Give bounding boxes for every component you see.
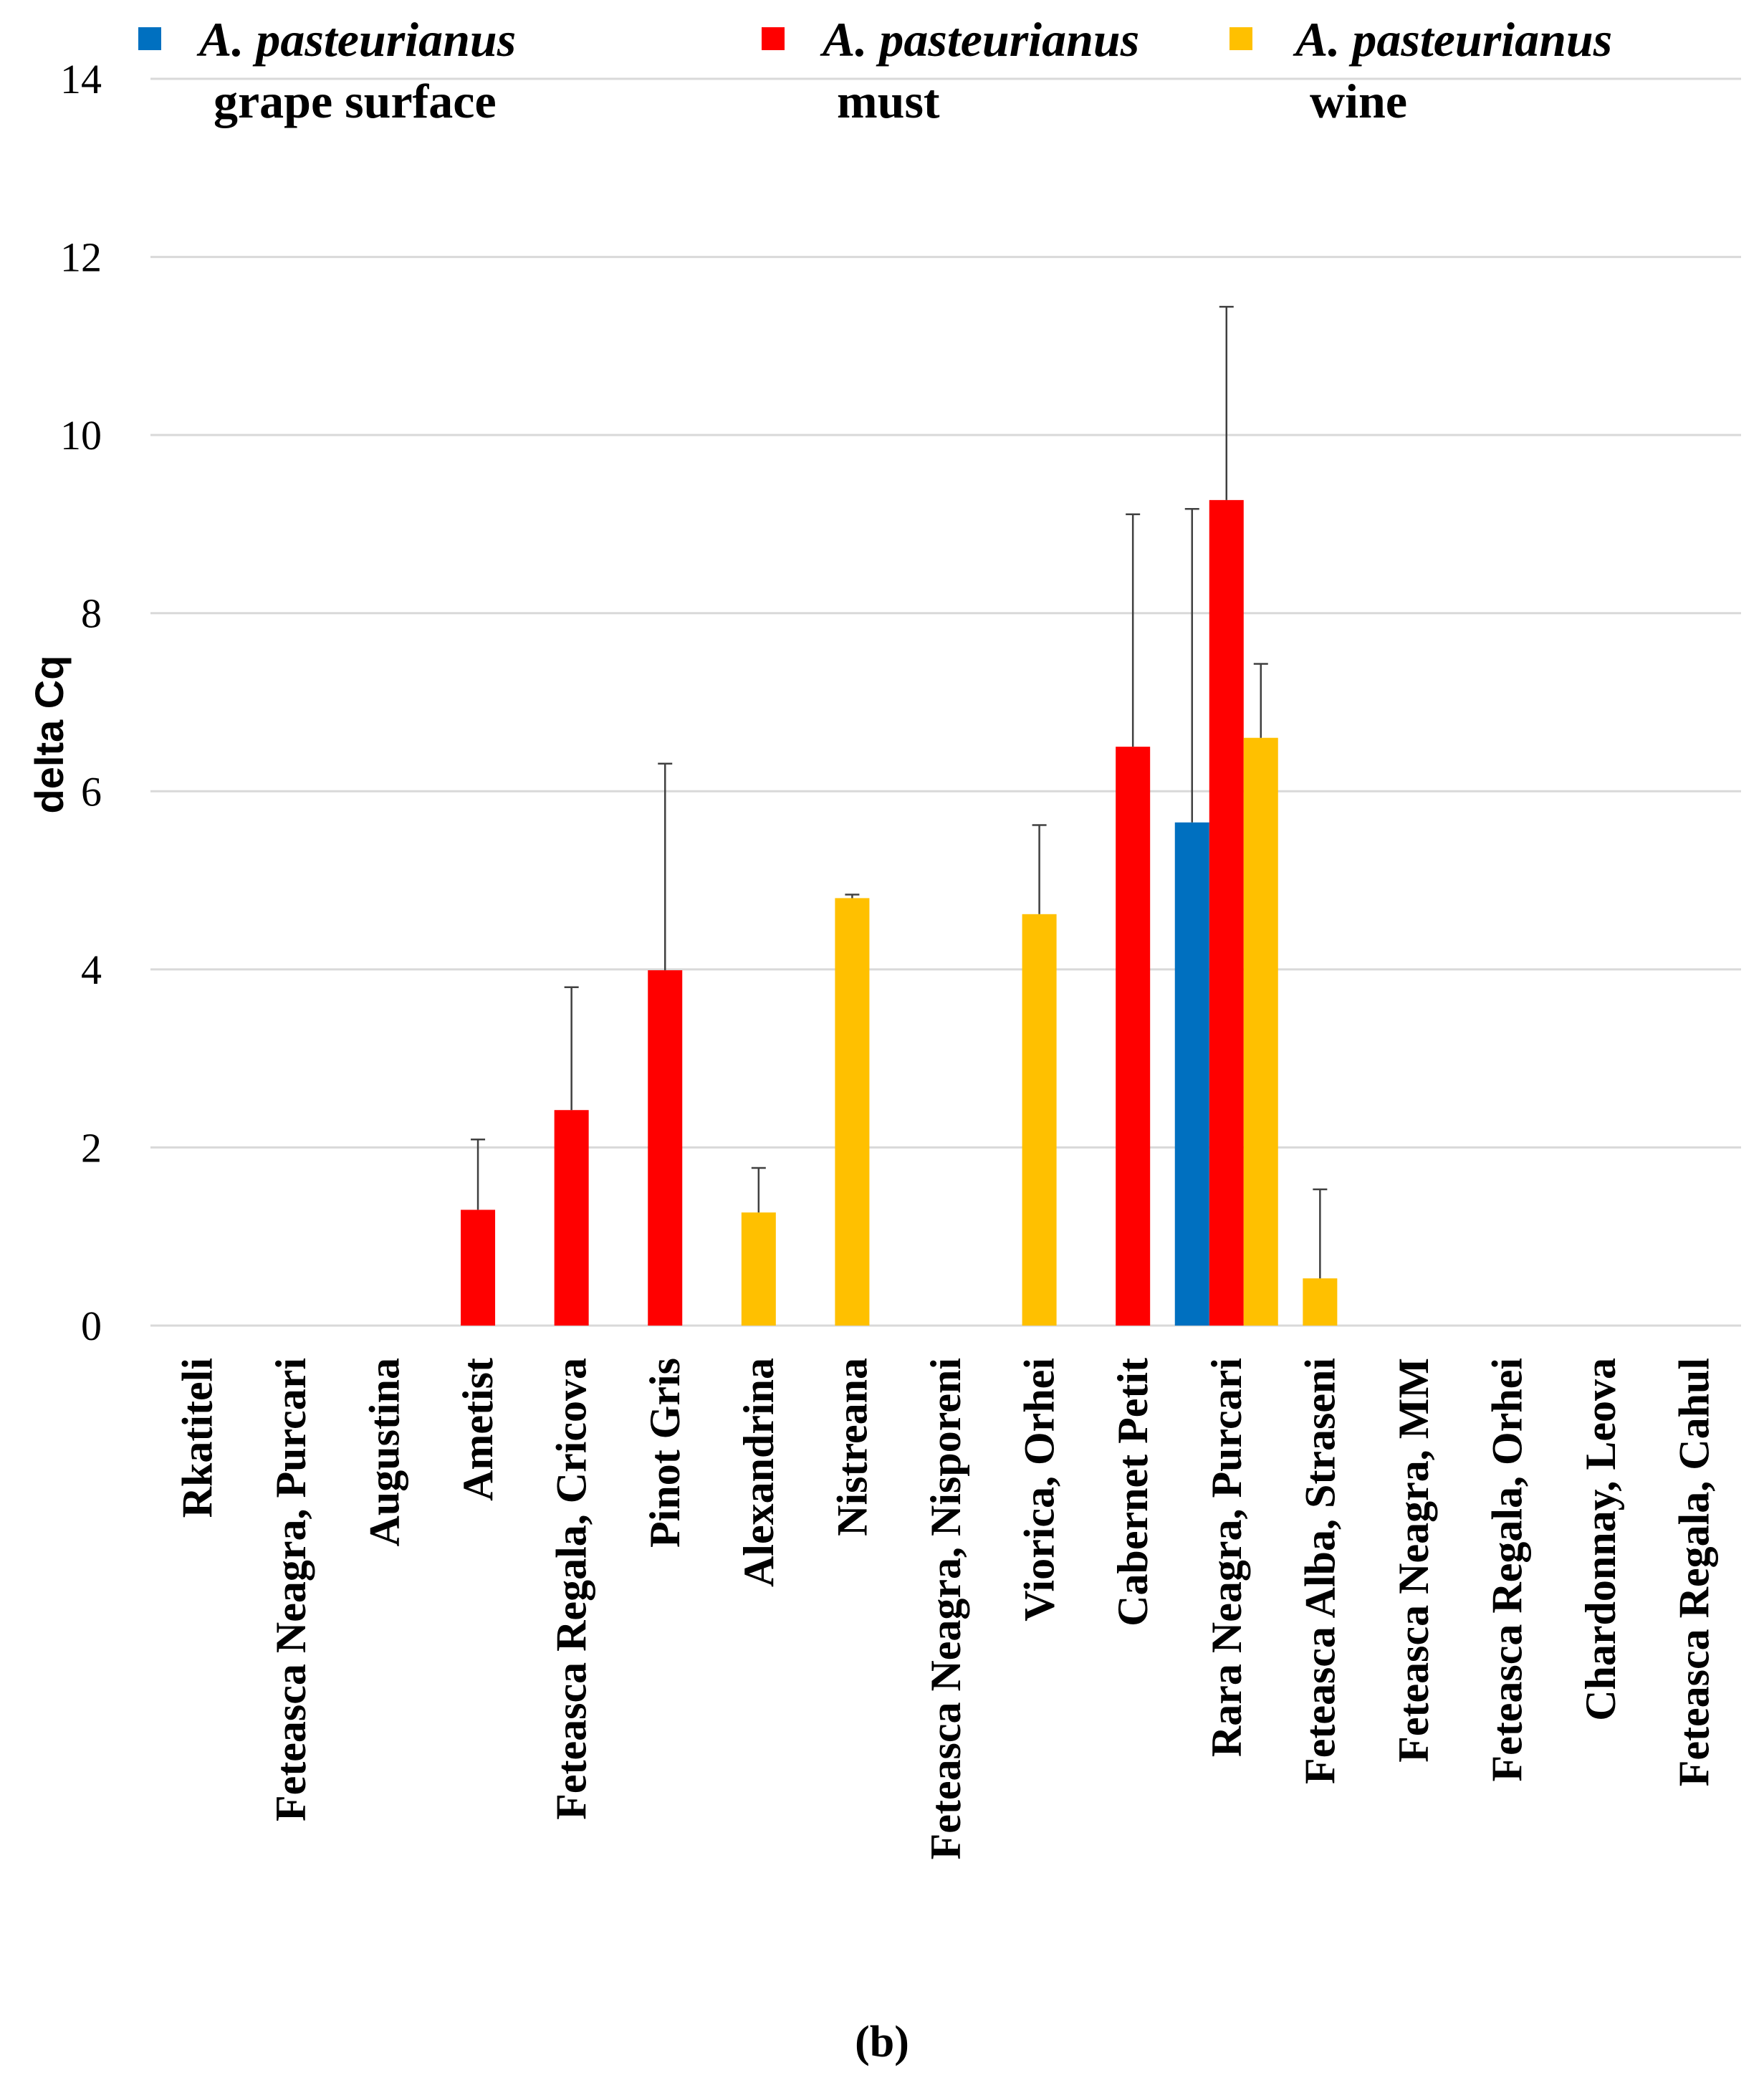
y-tick-label-4: 4	[81, 947, 102, 993]
x-category-label: Feteasca Regala, Cahul	[1671, 1358, 1718, 1786]
bar-must-4	[461, 1210, 496, 1326]
bars	[461, 499, 1338, 1326]
legend-species-label: A. pasteurianus	[820, 12, 1139, 67]
x-category-label: Rkatiteli	[173, 1358, 221, 1518]
x-category-label: Feteasca Regala, Orhei	[1484, 1358, 1531, 1781]
legend-sample-label: grape surface	[214, 74, 497, 128]
x-category-label: Feteasca Alba, Straseni	[1296, 1358, 1343, 1784]
error-bars	[471, 305, 1328, 1279]
x-category-label: Feteasca Neagra, MM	[1390, 1358, 1437, 1763]
gridlines	[150, 77, 1741, 1327]
y-tick-label-2: 2	[81, 1124, 102, 1171]
bar-wine-7	[741, 1212, 776, 1326]
legend-entry-must: A. pasteurianus must	[762, 12, 1139, 128]
y-tick-labels: 0 2 4 6 8 10 12 14	[60, 56, 102, 1349]
x-category-label: Feteasca Neagra, Nisporeni	[922, 1358, 969, 1859]
legend-swatch	[138, 27, 161, 50]
bar-must-11	[1116, 747, 1151, 1326]
x-category-label: Ametist	[454, 1358, 502, 1501]
legend-sample-label: must	[837, 74, 940, 128]
bar-wine-13	[1303, 1278, 1338, 1326]
x-category-label: Alexandrina	[735, 1358, 782, 1587]
bar-grape-surface-12	[1174, 822, 1209, 1326]
y-tick-label-8: 8	[81, 590, 102, 637]
legend-entry-wine: A. pasteurianus wine	[1229, 12, 1612, 128]
legend-species-label: A. pasteurianus	[1293, 12, 1612, 67]
y-tick-label-10: 10	[60, 412, 102, 459]
x-category-label: Pinot Gris	[641, 1358, 689, 1548]
x-category-label: Cabernet Petit	[1109, 1358, 1156, 1627]
x-category-labels: Rkatiteli Feteasca Neagra, Purcari Augusti…	[173, 1358, 1717, 1859]
x-category-label: Feteasca Regala, Cricova	[548, 1358, 595, 1820]
legend-swatch	[762, 27, 785, 50]
panel-label: (b)	[855, 2018, 909, 2066]
bar-must-5	[554, 1110, 589, 1326]
x-category-label: Augustina	[360, 1358, 408, 1546]
bar-must-12	[1209, 499, 1244, 1326]
bar-must-6	[648, 970, 683, 1326]
x-category-label: Rara Neagra, Purcari	[1203, 1358, 1250, 1757]
y-axis-title: delta Cq	[27, 656, 72, 814]
legend-entry-grape-surface: A. pasteurianus grape surface	[138, 12, 516, 128]
x-category-label: Nistreana	[828, 1358, 876, 1536]
y-tick-label-6: 6	[81, 768, 102, 815]
bar-wine-8	[835, 898, 870, 1326]
y-tick-label-12: 12	[60, 234, 102, 281]
x-category-label: Chardonnay, Leova	[1577, 1358, 1624, 1721]
x-category-label: Viorica, Orhei	[1016, 1358, 1063, 1622]
bar-wine-12	[1243, 737, 1278, 1326]
y-tick-label-14: 14	[60, 56, 102, 102]
legend-sample-label: wine	[1310, 74, 1407, 128]
x-category-label: Feteasca Neagra, Purcari	[267, 1358, 315, 1821]
legend-species-label: A. pasteurianus	[196, 12, 516, 67]
bar-wine-10	[1022, 914, 1057, 1326]
y-tick-label-0: 0	[81, 1303, 102, 1349]
legend-swatch	[1229, 27, 1252, 50]
